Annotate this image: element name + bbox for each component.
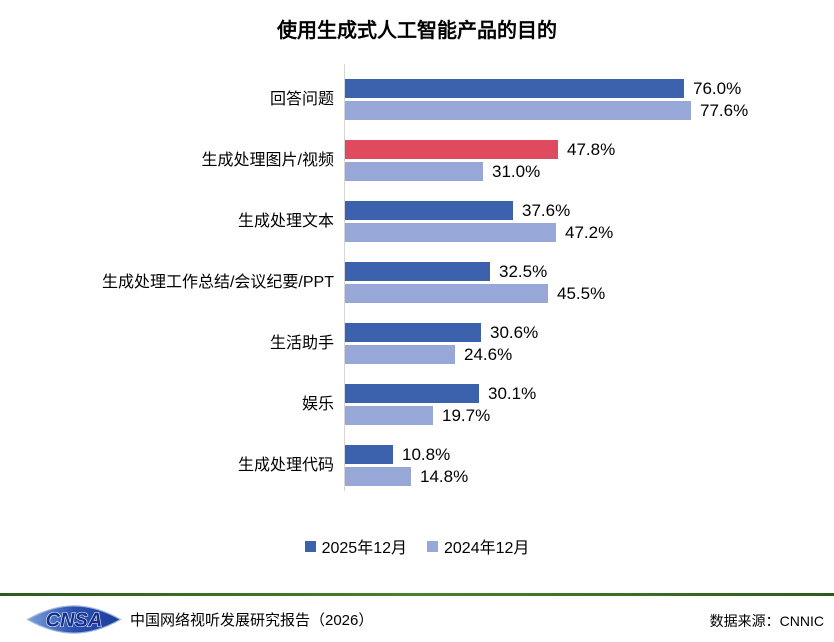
bar-2024年12月-娱乐 (345, 406, 433, 425)
legend-label-2025: 2025年12月 (321, 540, 407, 557)
category-label: 生成处理代码 (237, 457, 334, 474)
cnsa-logo-text: CNSA (46, 609, 103, 631)
bar-2025年12月-生成处理图片/视频-highlighted (345, 140, 558, 159)
bar-2024年12月-生成处理代码 (345, 467, 411, 486)
bar-2024年12月-生成处理工作总结/会议纪要/PPT (345, 284, 548, 303)
bar-2025年12月-生成处理文本 (345, 201, 513, 220)
value-label: 14.8% (420, 467, 469, 486)
report-title: 中国网络视听发展研究报告（2026） (130, 611, 374, 629)
bar-2025年12月-生活助手 (345, 323, 481, 342)
category-label: 回答问题 (269, 91, 334, 108)
bar-2025年12月-生成处理代码 (345, 445, 393, 464)
legend: 2025年12月 2024年12月 (0, 534, 834, 558)
value-label: 32.5% (499, 262, 548, 281)
bar-2025年12月-回答问题 (345, 79, 684, 98)
value-label: 30.6% (490, 323, 539, 342)
category-label: 娱乐 (301, 396, 334, 413)
category-label: 生活助手 (269, 335, 334, 352)
bar-2025年12月-生成处理工作总结/会议纪要/PPT (345, 262, 490, 281)
bar-2024年12月-生活助手 (345, 345, 455, 364)
cnsa-logo-lens-icon (26, 604, 122, 634)
category-label: 生成处理文本 (237, 213, 334, 230)
bar-2024年12月-生成处理文本 (345, 223, 556, 242)
value-label: 47.8% (567, 140, 616, 159)
value-label: 24.6% (464, 345, 513, 364)
cnsa-logo: CNSA (26, 604, 122, 634)
footer-divider (0, 593, 834, 596)
bar-2025年12月-娱乐 (345, 384, 479, 403)
legend-swatch-2024-icon (427, 540, 438, 552)
value-label: 31.0% (492, 162, 541, 181)
legend-item-2025: 2025年12月 (304, 534, 407, 558)
value-label: 77.6% (700, 101, 749, 120)
legend-label-2024: 2024年12月 (444, 540, 530, 557)
value-label: 37.6% (522, 201, 571, 220)
value-label: 45.5% (557, 284, 606, 303)
value-label: 47.2% (565, 223, 614, 242)
bar-2024年12月-回答问题 (345, 101, 691, 120)
chart-title: 使用生成式人工智能产品的目的 (277, 20, 557, 42)
category-label: 生成处理图片/视频 (201, 152, 334, 169)
value-label: 10.8% (402, 445, 451, 464)
value-label: 76.0% (693, 79, 742, 98)
value-label: 19.7% (442, 406, 491, 425)
legend-item-2024: 2024年12月 (427, 534, 529, 558)
legend-swatch-2025-icon (304, 540, 316, 552)
value-label: 30.1% (488, 384, 537, 403)
footer-branding: CNSA 中国网络视听发展研究报告（2026） (26, 601, 373, 637)
y-axis-line (344, 64, 345, 491)
category-label: 生成处理工作总结/会议纪要/PPT (101, 274, 334, 291)
data-source: 数据来源：CNNIC (709, 613, 824, 629)
bar-2024年12月-生成处理图片/视频 (345, 162, 483, 181)
